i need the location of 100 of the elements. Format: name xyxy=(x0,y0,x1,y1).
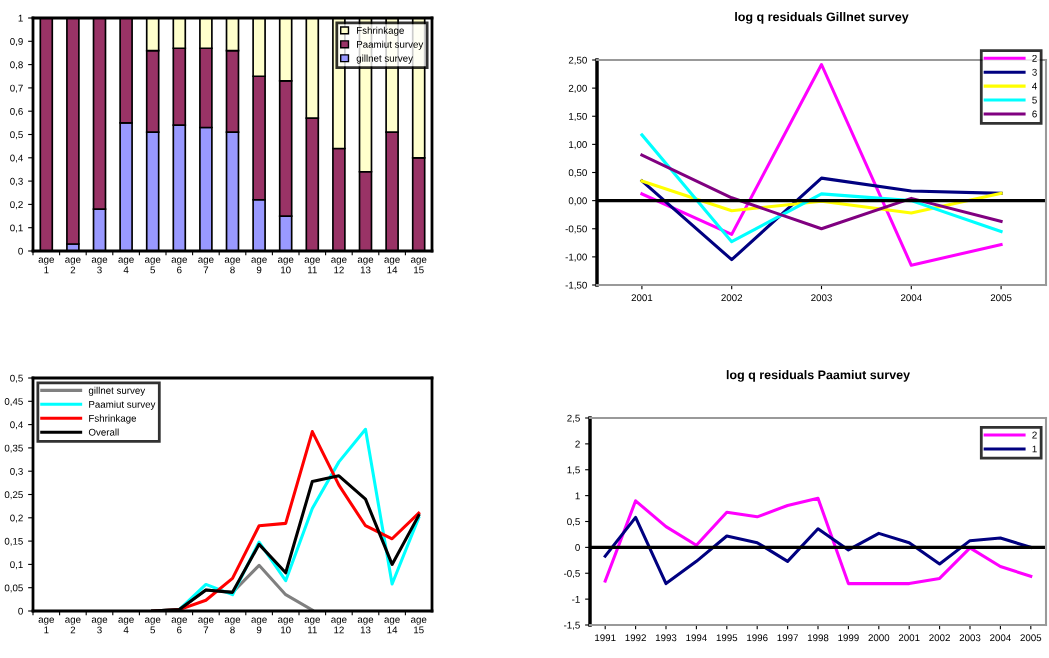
y-tick-label: 0,8 xyxy=(10,61,23,70)
y-tick-label: 0,7 xyxy=(10,84,23,93)
x-tick-label: 2002 xyxy=(721,294,743,302)
x-tick-label: 1993 xyxy=(655,634,677,642)
y-tick-label: 0,1 xyxy=(10,561,23,570)
legend-label: 4 xyxy=(1032,82,1037,90)
legend-label: 3 xyxy=(1032,68,1037,76)
y-tick-label: 0,3 xyxy=(10,467,23,476)
x-tick-label: 1992 xyxy=(625,634,646,642)
legend-label: gillnet survey xyxy=(88,386,146,396)
x-tick-label: age 11 xyxy=(304,617,320,634)
x-tick-label: age 1 xyxy=(38,617,54,634)
x-tick-label: 2001 xyxy=(898,634,920,642)
y-tick-label: 0,35 xyxy=(4,444,23,453)
x-tick-label: 1997 xyxy=(777,634,798,642)
chart-title: log q residuals Paamiut survey xyxy=(726,370,910,382)
legend-label: gillnet survey xyxy=(356,54,413,64)
x-tick-label: age 14 xyxy=(384,617,400,634)
legend-label: 2 xyxy=(1032,54,1037,62)
y-tick-label: 2,00 xyxy=(568,84,587,93)
x-tick-label: 2005 xyxy=(1020,634,1042,642)
legend-label: 1 xyxy=(1032,445,1037,453)
y-tick-label: 1,00 xyxy=(569,141,587,150)
x-tick-label: 2004 xyxy=(900,294,922,302)
y-tick-label: 0,4 xyxy=(10,421,23,430)
x-tick-label: age 12 xyxy=(331,617,347,634)
x-tick-label: 2004 xyxy=(990,634,1011,642)
x-tick-label: age 9 xyxy=(251,257,267,274)
legend-label: Fshrinkage xyxy=(357,26,404,36)
x-tick-label: age 13 xyxy=(357,617,374,634)
x-tick-label: 1999 xyxy=(838,634,859,642)
y-tick-label: 0,2 xyxy=(10,201,23,210)
x-tick-label: age 7 xyxy=(198,257,214,274)
y-tick-label: -1,50 xyxy=(565,281,587,290)
legend-label: Overall xyxy=(88,428,119,436)
y-tick-label: -1 xyxy=(572,595,580,603)
x-tick-label: age 6 xyxy=(171,257,187,274)
x-tick-label: 1996 xyxy=(747,634,768,642)
y-tick-label: -0,5 xyxy=(563,569,580,579)
legend-label: Fshrinkage xyxy=(89,414,137,424)
y-tick-label: 1 xyxy=(575,492,580,500)
x-tick-label: 2002 xyxy=(929,634,950,642)
y-tick-label: 0,2 xyxy=(10,514,23,523)
x-tick-label: 2005 xyxy=(990,294,1012,302)
x-tick-label: age 10 xyxy=(278,257,294,274)
y-tick-label: 0,15 xyxy=(4,537,23,546)
x-tick-label: age 11 xyxy=(304,257,320,274)
y-tick-label: 0,5 xyxy=(10,131,23,140)
y-tick-label: 0,25 xyxy=(4,491,23,500)
x-tick-label: 2001 xyxy=(631,294,653,302)
y-tick-label: 0,50 xyxy=(568,169,587,178)
x-tick-label: age 4 xyxy=(118,617,134,634)
y-tick-label: 0,9 xyxy=(10,38,23,47)
y-tick-label: 0,6 xyxy=(10,107,23,116)
legend-label: 6 xyxy=(1032,110,1037,118)
x-tick-label: age 9 xyxy=(251,617,267,634)
y-tick-label: 0,00 xyxy=(568,197,587,206)
x-tick-label: age 2 xyxy=(65,617,81,634)
y-tick-label: 2 xyxy=(575,440,580,448)
x-tick-label: age 2 xyxy=(65,257,81,274)
y-tick-label: -1,00 xyxy=(565,253,587,262)
y-tick-label: 0,05 xyxy=(4,584,23,593)
y-tick-label: 1,50 xyxy=(569,112,587,122)
x-tick-label: 2003 xyxy=(811,294,832,302)
y-tick-label: 0 xyxy=(18,247,23,255)
x-tick-label: age 6 xyxy=(171,617,187,634)
x-tick-label: age 8 xyxy=(224,617,241,634)
x-tick-label: age 15 xyxy=(411,257,427,274)
chart-title: log q residuals Gillnet survey xyxy=(735,12,909,24)
x-tick-label: age 10 xyxy=(278,617,294,634)
y-tick-label: 0,3 xyxy=(10,177,23,186)
legend-label: Paamiut survey xyxy=(357,40,424,50)
x-tick-label: age 14 xyxy=(384,257,400,274)
x-tick-label: age 8 xyxy=(224,257,241,274)
x-tick-label: age 3 xyxy=(91,617,108,634)
y-tick-label: 0,1 xyxy=(10,224,23,233)
x-tick-label: age 3 xyxy=(91,257,108,274)
y-tick-label: 1,5 xyxy=(567,466,580,475)
legend-label: 2 xyxy=(1032,431,1037,439)
x-tick-label: 1994 xyxy=(686,634,707,642)
y-tick-label: -1,5 xyxy=(563,621,580,630)
x-tick-label: age 5 xyxy=(145,257,161,274)
y-tick-label: 0,5 xyxy=(10,374,23,383)
x-tick-label: 2000 xyxy=(868,634,890,642)
legend-label: 5 xyxy=(1032,96,1037,104)
y-tick-label: 0,5 xyxy=(567,518,580,527)
y-tick-label: -0,50 xyxy=(565,225,587,234)
x-tick-label: age 7 xyxy=(198,617,214,634)
x-tick-label: age 15 xyxy=(411,617,427,634)
x-tick-label: 2003 xyxy=(959,634,981,642)
x-tick-label: age 4 xyxy=(118,257,134,274)
y-tick-label: 2,5 xyxy=(567,414,580,423)
x-tick-label: 1995 xyxy=(716,634,738,642)
y-tick-label: 0 xyxy=(575,544,580,551)
x-tick-label: 1991 xyxy=(595,634,616,642)
y-tick-label: 0 xyxy=(18,607,23,615)
x-tick-label: age 13 xyxy=(357,257,374,274)
legend-label: Paamiut survey xyxy=(89,400,156,410)
x-tick-label: age 12 xyxy=(331,257,347,274)
x-tick-label: age 5 xyxy=(145,617,161,634)
